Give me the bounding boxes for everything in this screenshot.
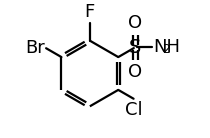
Text: S: S	[129, 38, 141, 57]
Text: Br: Br	[25, 39, 45, 57]
Text: O: O	[128, 14, 142, 32]
Text: 2: 2	[162, 43, 170, 56]
Text: NH: NH	[153, 38, 180, 56]
Text: Cl: Cl	[125, 101, 142, 119]
Text: F: F	[85, 3, 95, 21]
Text: O: O	[128, 63, 142, 81]
